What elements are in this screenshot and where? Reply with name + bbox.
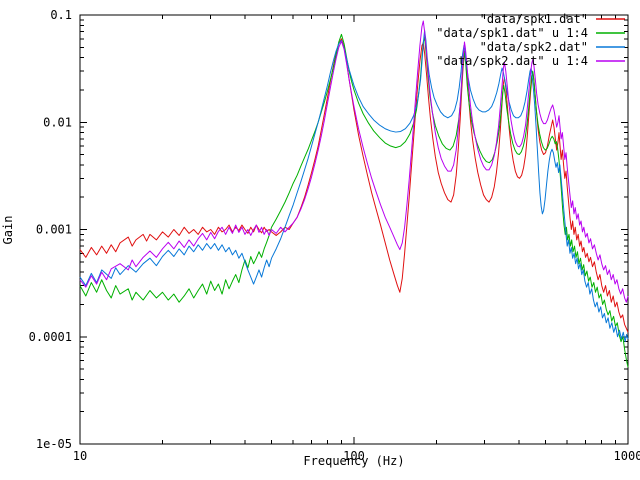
- tick-labels: 10 100 1000 0.1 0.01 0.001 0.0001 1e-05: [29, 8, 640, 463]
- curve-series-3: [79, 20, 629, 303]
- curve-series-0: [79, 38, 629, 333]
- y-tick-label: 0.1: [50, 8, 72, 22]
- y-tick-label: 0.0001: [29, 330, 72, 344]
- x-tick-label: 100: [343, 449, 365, 463]
- y-tick-label: 0.01: [43, 115, 72, 129]
- legend: "data/spk1.dat""data/spk1.dat" u 1:4"dat…: [436, 12, 625, 68]
- plot-border: [79, 14, 629, 445]
- curves: [79, 20, 629, 368]
- y-tick-label: 1e-05: [36, 437, 72, 451]
- curve-series-1: [79, 33, 629, 368]
- curve-series-2: [79, 29, 629, 343]
- legend-label-series-3: "data/spk2.dat" u 1:4: [436, 54, 588, 68]
- legend-label-series-1: "data/spk1.dat" u 1:4: [436, 26, 588, 40]
- axes-frame: [79, 14, 629, 445]
- legend-label-series-0: "data/spk1.dat": [480, 12, 588, 26]
- x-axis-label: Frequency (Hz): [303, 454, 404, 468]
- y-axis-label: Gain: [1, 216, 15, 245]
- legend-label-series-2: "data/spk2.dat": [480, 40, 588, 54]
- x-tick-label: 10: [73, 449, 87, 463]
- x-tick-label: 1000: [614, 449, 640, 463]
- y-tick-label: 0.001: [36, 223, 72, 237]
- axis-ticks: [79, 14, 629, 445]
